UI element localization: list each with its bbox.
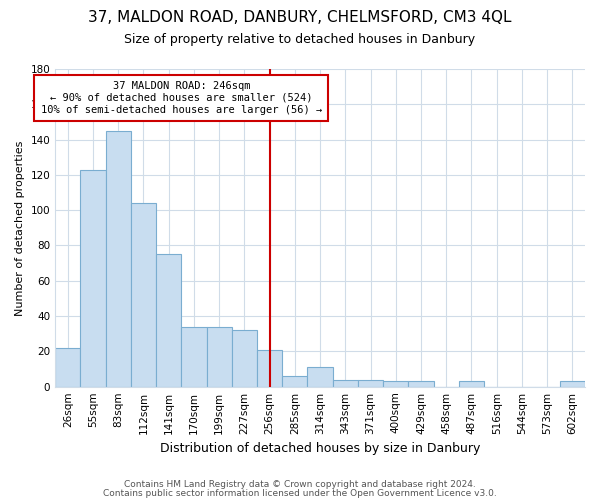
- X-axis label: Distribution of detached houses by size in Danbury: Distribution of detached houses by size …: [160, 442, 480, 455]
- Text: 37, MALDON ROAD, DANBURY, CHELMSFORD, CM3 4QL: 37, MALDON ROAD, DANBURY, CHELMSFORD, CM…: [88, 10, 512, 25]
- Y-axis label: Number of detached properties: Number of detached properties: [15, 140, 25, 316]
- Bar: [206, 326, 232, 386]
- Bar: [257, 350, 282, 387]
- Bar: [383, 382, 409, 386]
- Text: 37 MALDON ROAD: 246sqm
← 90% of detached houses are smaller (524)
10% of semi-de: 37 MALDON ROAD: 246sqm ← 90% of detached…: [41, 82, 322, 114]
- Bar: [131, 203, 156, 386]
- Text: Contains public sector information licensed under the Open Government Licence v3: Contains public sector information licen…: [103, 489, 497, 498]
- Bar: [358, 380, 383, 386]
- Bar: [307, 368, 332, 386]
- Bar: [181, 326, 206, 386]
- Bar: [560, 382, 585, 386]
- Bar: [332, 380, 358, 386]
- Text: Contains HM Land Registry data © Crown copyright and database right 2024.: Contains HM Land Registry data © Crown c…: [124, 480, 476, 489]
- Bar: [282, 376, 307, 386]
- Bar: [459, 382, 484, 386]
- Bar: [156, 254, 181, 386]
- Bar: [55, 348, 80, 387]
- Bar: [106, 131, 131, 386]
- Bar: [232, 330, 257, 386]
- Bar: [409, 382, 434, 386]
- Bar: [80, 170, 106, 386]
- Text: Size of property relative to detached houses in Danbury: Size of property relative to detached ho…: [124, 32, 476, 46]
